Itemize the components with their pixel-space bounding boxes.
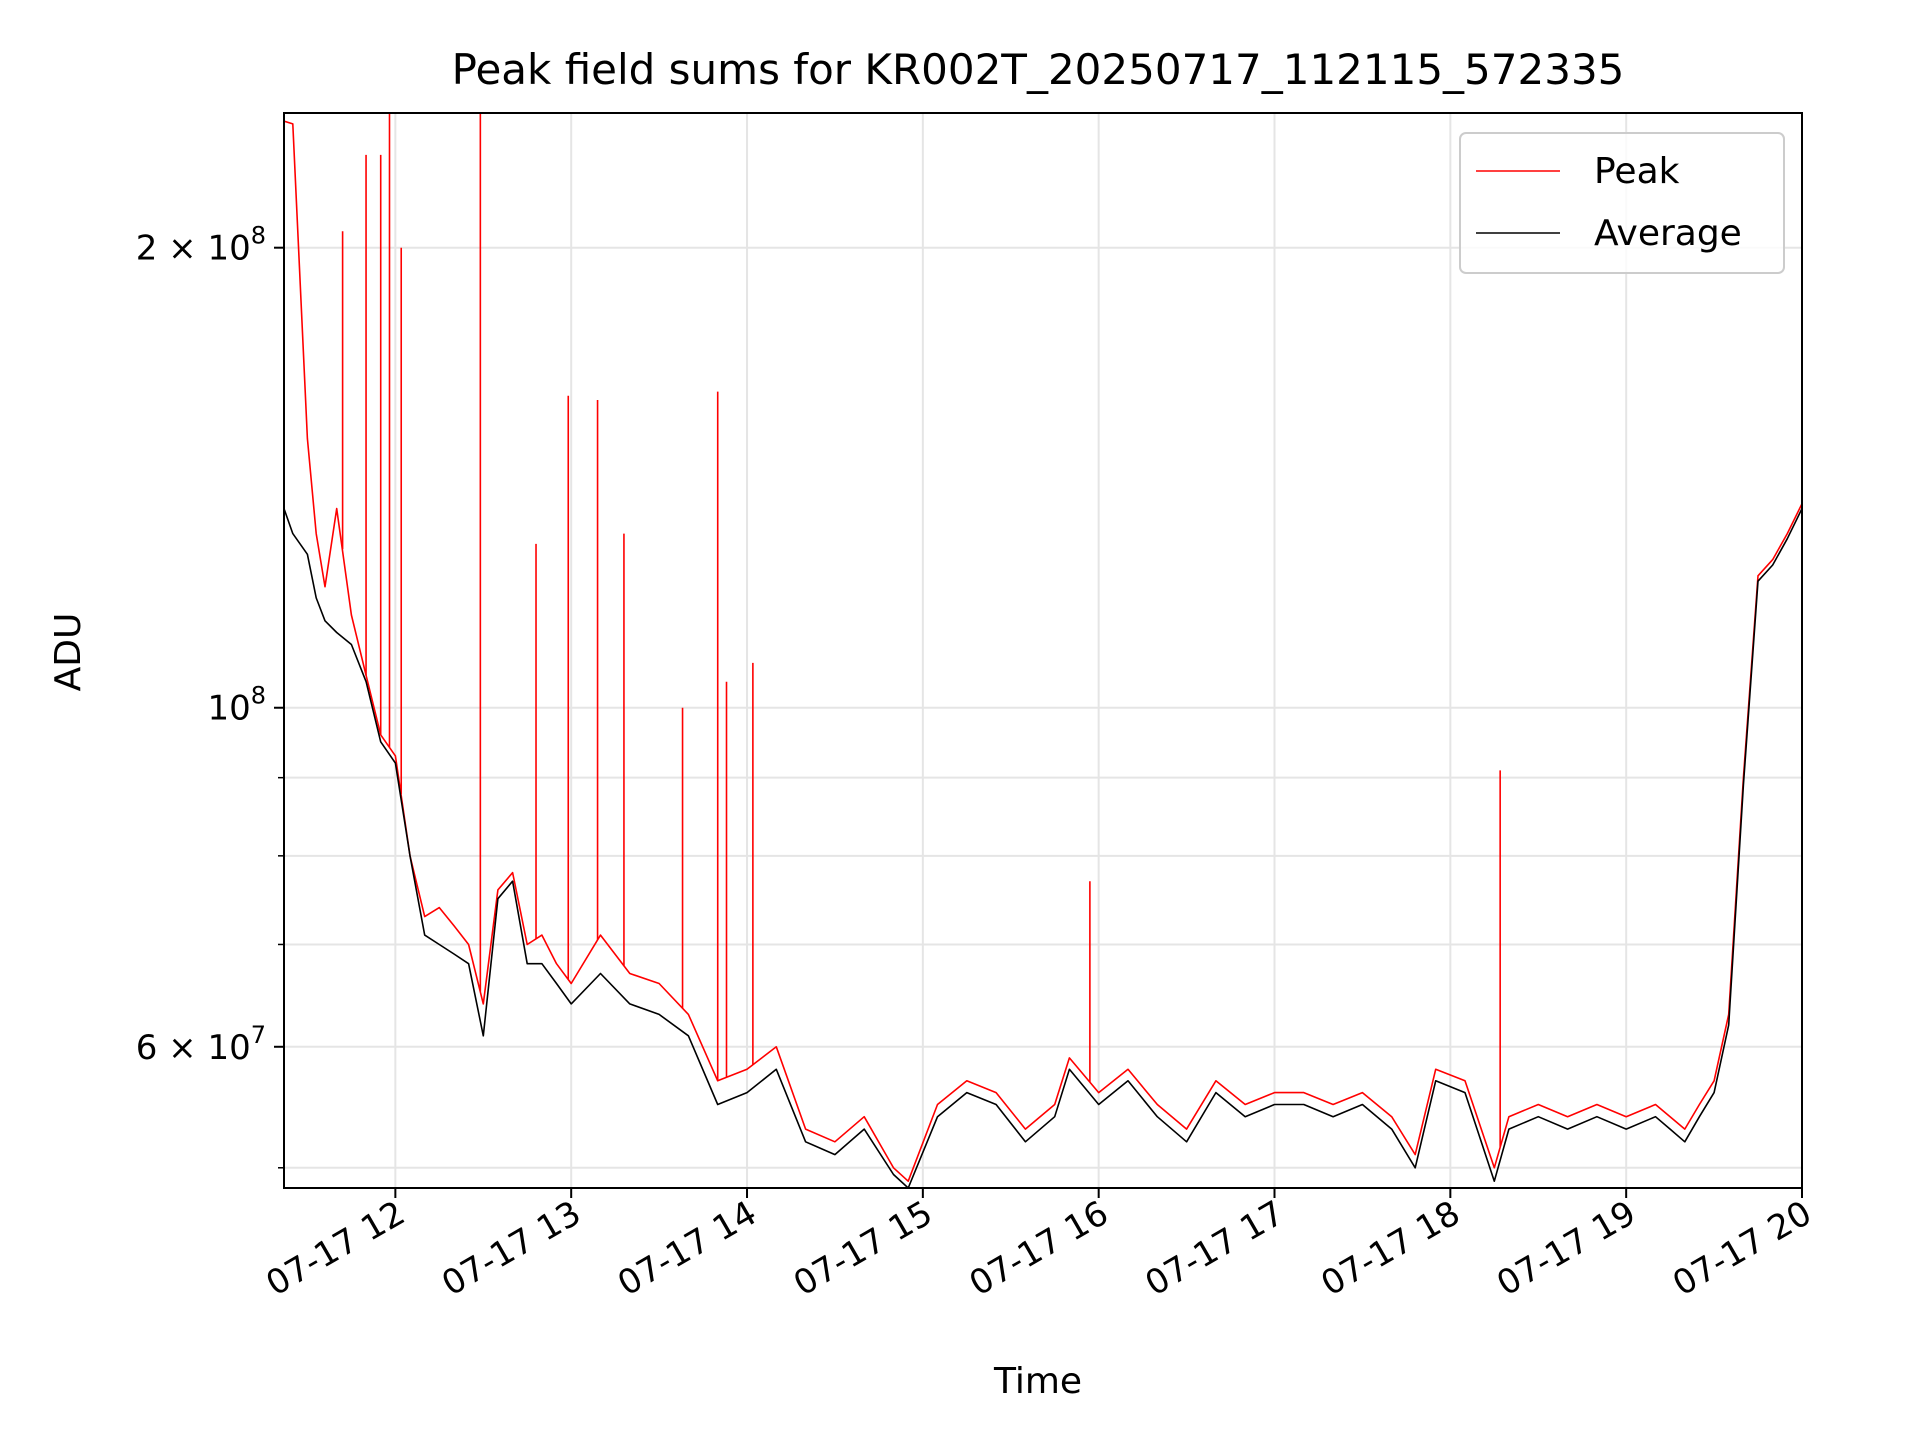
series-line-average <box>284 508 1802 1188</box>
series-group <box>284 113 1802 1188</box>
y-tick-label: 108 <box>207 682 266 729</box>
chart-title: Peak field sums for KR002T_20250717_1121… <box>452 45 1625 94</box>
y-tick-label: 2 × 108 <box>136 222 266 269</box>
y-tick-label: 6 × 107 <box>136 1021 266 1068</box>
legend-label-peak: Peak <box>1594 151 1680 192</box>
y-axis: 6 × 107 108 2 × 108 <box>136 222 284 1169</box>
series-line-peak <box>284 120 1802 1182</box>
legend: Peak Average <box>1459 132 1785 274</box>
series-layer <box>284 113 1802 1188</box>
y-axis-label: ADU <box>48 613 89 692</box>
plot-area-frame <box>283 112 1803 1189</box>
legend-box <box>1459 132 1785 274</box>
x-axis-label: Time <box>993 1361 1082 1402</box>
legend-label-average: Average <box>1594 213 1742 254</box>
